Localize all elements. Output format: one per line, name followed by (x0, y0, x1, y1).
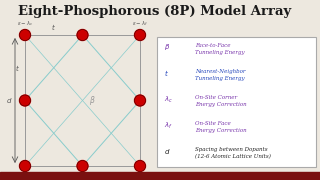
Text: Spacing between Dopants: Spacing between Dopants (195, 147, 268, 152)
Text: On-Site Face: On-Site Face (195, 121, 231, 126)
Circle shape (134, 95, 146, 106)
Circle shape (20, 30, 30, 40)
Circle shape (134, 161, 146, 172)
Bar (157, 37, 316, 167)
Text: Energy Correction: Energy Correction (195, 128, 247, 133)
Text: $\varepsilon-\lambda_f$: $\varepsilon-\lambda_f$ (132, 19, 148, 28)
Circle shape (77, 30, 88, 40)
Text: On-Site Corner: On-Site Corner (195, 95, 237, 100)
Text: Nearest-Neighbor: Nearest-Neighbor (195, 69, 245, 74)
Text: $d$: $d$ (164, 147, 171, 156)
Text: $\beta$: $\beta$ (89, 94, 96, 107)
Circle shape (134, 30, 146, 40)
Text: $\lambda_f$: $\lambda_f$ (164, 120, 173, 131)
Text: $\varepsilon-\lambda_c$: $\varepsilon-\lambda_c$ (17, 19, 33, 28)
Circle shape (20, 161, 30, 172)
Text: Tunneling Energy: Tunneling Energy (195, 76, 244, 81)
Text: Eight-Phosphorous (8P) Model Array: Eight-Phosphorous (8P) Model Array (18, 5, 292, 18)
Text: Energy Correction: Energy Correction (195, 102, 247, 107)
Circle shape (77, 161, 88, 172)
Text: Face-to-Face: Face-to-Face (195, 43, 230, 48)
Text: (12-6 Atomic Lattice Units): (12-6 Atomic Lattice Units) (195, 154, 271, 159)
Text: Tunneling Energy: Tunneling Energy (195, 50, 244, 55)
Text: $t$: $t$ (51, 22, 56, 32)
Text: $t$: $t$ (164, 69, 169, 78)
Bar (0, 172, 320, 180)
Text: $t$: $t$ (15, 63, 20, 73)
Circle shape (20, 95, 30, 106)
Text: $\beta$: $\beta$ (164, 42, 170, 53)
Text: $d$: $d$ (5, 96, 12, 105)
Text: $\lambda_c$: $\lambda_c$ (164, 94, 173, 105)
